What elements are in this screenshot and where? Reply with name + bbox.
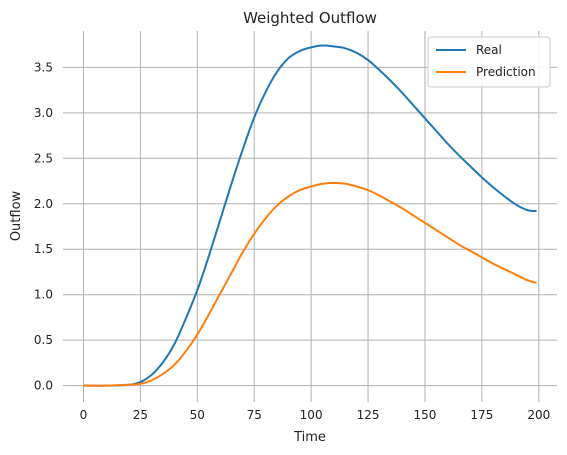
x-axis-label: Time <box>293 430 326 445</box>
grid <box>63 31 557 402</box>
x-tick-label: 0 <box>80 408 88 422</box>
chart-title: Weighted Outflow <box>243 9 377 27</box>
y-tick-label: 2.5 <box>34 151 53 165</box>
y-tick-label: 0.0 <box>34 379 53 393</box>
legend-label-prediction: Prediction <box>476 65 536 79</box>
y-tick-label: 2.0 <box>34 197 53 211</box>
x-tick-label: 100 <box>300 408 323 422</box>
legend: Real Prediction <box>427 36 551 88</box>
x-tick-label: 125 <box>357 408 380 422</box>
y-axis-label: Outflow <box>9 190 24 241</box>
x-tick-label: 150 <box>414 408 437 422</box>
legend-label-real: Real <box>476 43 502 57</box>
y-tick-labels: 0.0 0.5 1.0 1.5 2.0 2.5 3.0 3.5 <box>34 60 53 392</box>
x-tick-label: 25 <box>133 408 148 422</box>
series-lines <box>83 44 537 387</box>
x-tick-label: 175 <box>470 408 493 422</box>
y-tick-label: 3.0 <box>34 106 53 120</box>
x-tick-label: 200 <box>527 408 550 422</box>
y-tick-label: 3.5 <box>34 60 53 74</box>
y-tick-label: 1.5 <box>34 242 53 256</box>
y-tick-label: 0.5 <box>34 333 53 347</box>
series-line-real <box>83 44 537 387</box>
series-line-prediction <box>83 181 537 387</box>
y-tick-label: 1.0 <box>34 288 53 302</box>
x-tick-labels: 0 25 50 75 100 125 150 175 200 <box>80 408 551 422</box>
x-tick-label: 50 <box>190 408 205 422</box>
x-tick-label: 75 <box>247 408 262 422</box>
